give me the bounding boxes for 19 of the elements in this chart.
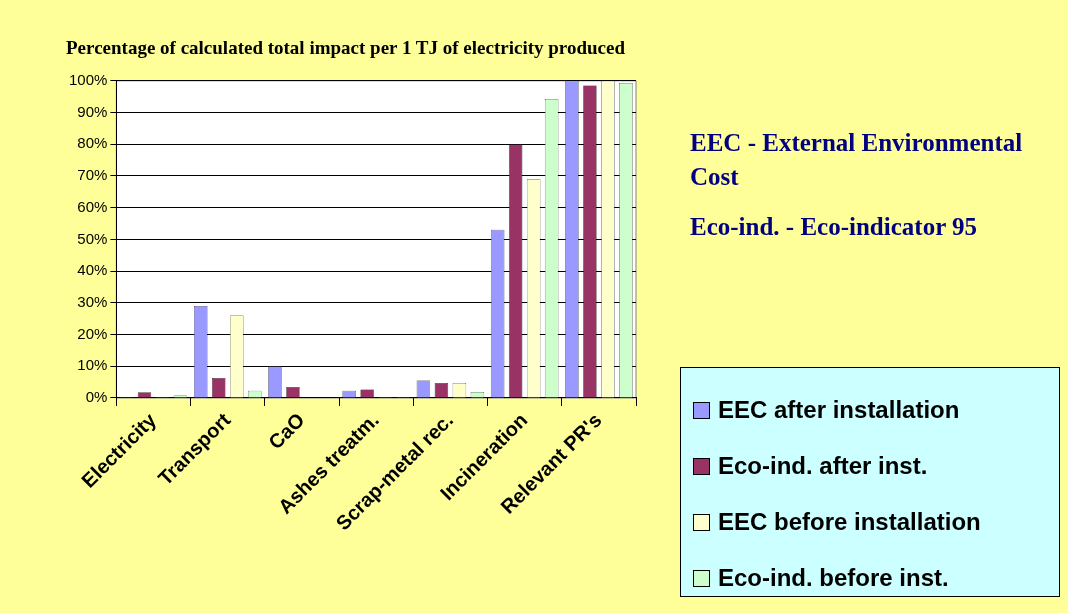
y-tick-label: 100%	[68, 70, 108, 88]
legend-label: Eco-ind. before inst.	[718, 564, 949, 592]
y-tick-label: 10%	[77, 356, 108, 374]
text: Eco-ind. - Eco-indicator 95	[690, 212, 979, 242]
legend-label: EEC before installation	[718, 508, 981, 536]
y-tick-label: 70%	[77, 166, 108, 184]
y-tick-label: 30%	[77, 292, 108, 310]
y-tick-label: 90%	[77, 102, 108, 120]
legend-label: Eco-ind. after inst.	[718, 452, 928, 480]
text: EEC - External Environmental Cost	[690, 128, 1024, 192]
x-tick-label: CaO	[264, 408, 309, 454]
y-tick-label: 0%	[85, 388, 108, 406]
legend-label: EEC after installation	[718, 396, 960, 424]
y-tick-label: 50%	[77, 229, 108, 247]
chart-title: Percentage of calculated total impact per 1 TJ of electricity produced	[66, 37, 626, 59]
y-tick-label: 40%	[77, 261, 108, 279]
y-tick-label: 60%	[77, 197, 108, 215]
y-tick-label: 20%	[77, 324, 108, 342]
y-tick-label: 80%	[77, 134, 108, 152]
